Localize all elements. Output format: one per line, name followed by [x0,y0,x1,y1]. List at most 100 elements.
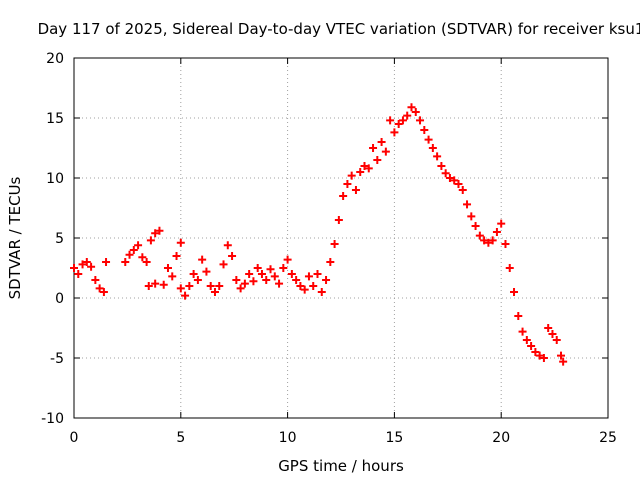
data-point [87,262,96,271]
data-point [142,258,151,266]
data-point [471,222,480,230]
data-point [129,246,138,254]
data-point [232,276,241,284]
data-point [394,120,403,128]
data-point [480,236,489,245]
data-point [99,288,108,296]
data-point [381,147,390,156]
data-point [445,174,454,182]
data-point [270,272,279,281]
data-point [441,169,450,178]
data-point [531,348,540,356]
data-point [262,276,271,284]
data-point [317,288,326,296]
data-point [343,180,352,188]
data-point [245,270,254,278]
data-point [159,280,168,289]
data-point [424,135,433,144]
data-point [548,330,557,338]
chart-title: Day 117 of 2025, Sidereal Day-to-day VTE… [38,20,640,38]
data-point [275,279,284,288]
data-point [95,284,104,293]
data-point [309,282,318,290]
data-point [416,116,425,125]
data-point [144,282,153,290]
data-point [369,144,378,152]
data-point [492,228,501,236]
data-point [364,164,373,173]
data-point [253,264,262,272]
x-tick-label: 5 [176,430,185,446]
data-point [386,116,395,125]
data-point [557,351,566,360]
data-point [539,354,548,362]
x-tick-label: 25 [599,430,617,446]
data-point [334,216,343,224]
y-tick-label: -10 [41,411,64,427]
data-point [535,351,544,360]
data-point [198,255,207,264]
x-axis-label: GPS time / hours [278,457,404,475]
data-point [146,236,155,245]
data-point [326,258,335,266]
data-point [257,270,266,278]
data-point [488,236,497,245]
data-point [505,264,514,272]
data-point [403,111,412,120]
data-point [70,264,78,272]
data-point [411,108,420,116]
data-point [185,282,194,290]
data-point [322,276,331,284]
data-point [82,258,91,266]
data-point [497,219,506,228]
data-point [193,276,202,284]
y-axis-label: SDTVAR / TECUs [6,176,24,299]
data-point [330,240,339,248]
y-tick-label: 0 [55,291,64,307]
data-points [70,103,568,366]
data-point [454,180,463,188]
data-point [206,282,215,290]
data-point [450,176,459,185]
data-point [420,126,429,134]
data-point [475,231,484,240]
data-point [181,291,190,300]
data-point [125,250,134,259]
data-point [339,192,348,200]
data-point [240,279,249,288]
data-point [202,267,211,276]
data-point [74,270,83,278]
data-point [313,270,322,278]
data-point [287,270,296,278]
y-tick-label: 15 [46,111,64,127]
data-point [219,260,228,269]
data-point [138,253,147,262]
data-point [215,282,224,290]
y-tick-label: 10 [46,171,64,187]
x-tick-label: 15 [385,430,403,446]
data-point [283,255,292,264]
data-point [433,152,442,161]
data-point [377,138,386,146]
data-point [398,116,407,125]
y-tick-label: 20 [46,51,64,67]
data-point [134,241,143,250]
data-point [373,156,382,164]
data-point [210,288,219,296]
data-point [544,324,553,332]
data-point [151,229,160,238]
data-point [467,212,476,221]
data-point [163,264,172,272]
data-point [266,265,275,274]
data-point [121,258,130,266]
data-point [91,276,100,284]
data-point [356,168,365,176]
data-point [151,279,160,288]
data-point [527,342,536,350]
data-point [360,162,369,170]
data-point [407,103,416,112]
data-point [249,277,258,286]
data-point [155,226,164,235]
data-point [102,258,111,266]
